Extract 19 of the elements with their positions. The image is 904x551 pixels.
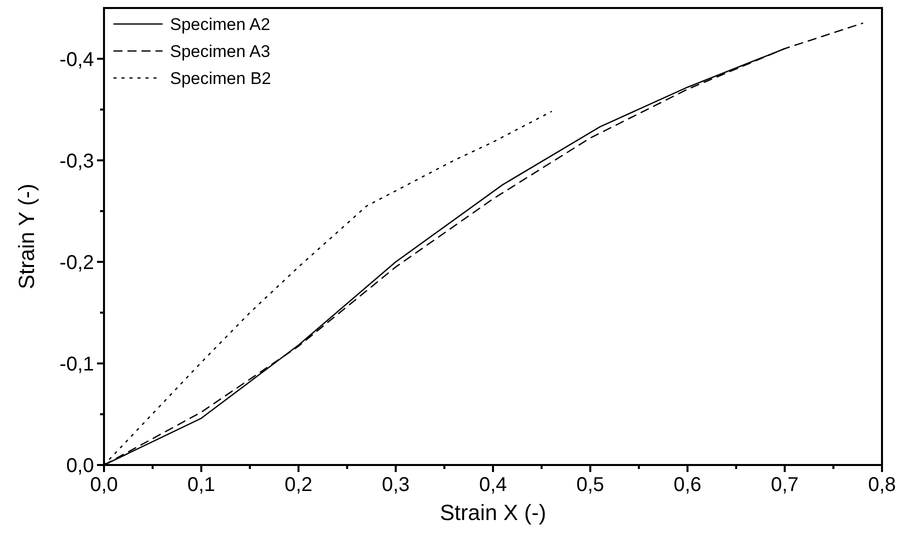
- x-tick-label: 0,4: [479, 474, 507, 496]
- legend-label: Specimen A3: [170, 42, 270, 61]
- y-axis-title: Strain Y (-): [14, 184, 39, 290]
- x-tick-label: 0,3: [382, 474, 410, 496]
- y-tick-label: -0,2: [60, 252, 94, 274]
- legend-label: Specimen B2: [170, 69, 272, 88]
- y-tick-label: -0,4: [60, 48, 94, 71]
- x-tick-label: 0,7: [770, 474, 799, 496]
- x-tick-label: 0,0: [90, 474, 118, 496]
- y-tick-label: -0,3: [60, 150, 94, 172]
- y-tick-label: 0,0: [66, 455, 94, 477]
- legend-label: Specimen A2: [170, 15, 270, 34]
- x-tick-label: 0,5: [576, 474, 604, 496]
- x-axis-title: Strain X (-): [440, 500, 546, 525]
- x-tick-label: 0,6: [674, 474, 702, 496]
- x-tick-label: 0,2: [284, 474, 312, 496]
- x-tick-label: 0,1: [187, 474, 216, 496]
- y-tick-label: -0,1: [60, 353, 94, 376]
- x-tick-label: 0,8: [868, 474, 896, 496]
